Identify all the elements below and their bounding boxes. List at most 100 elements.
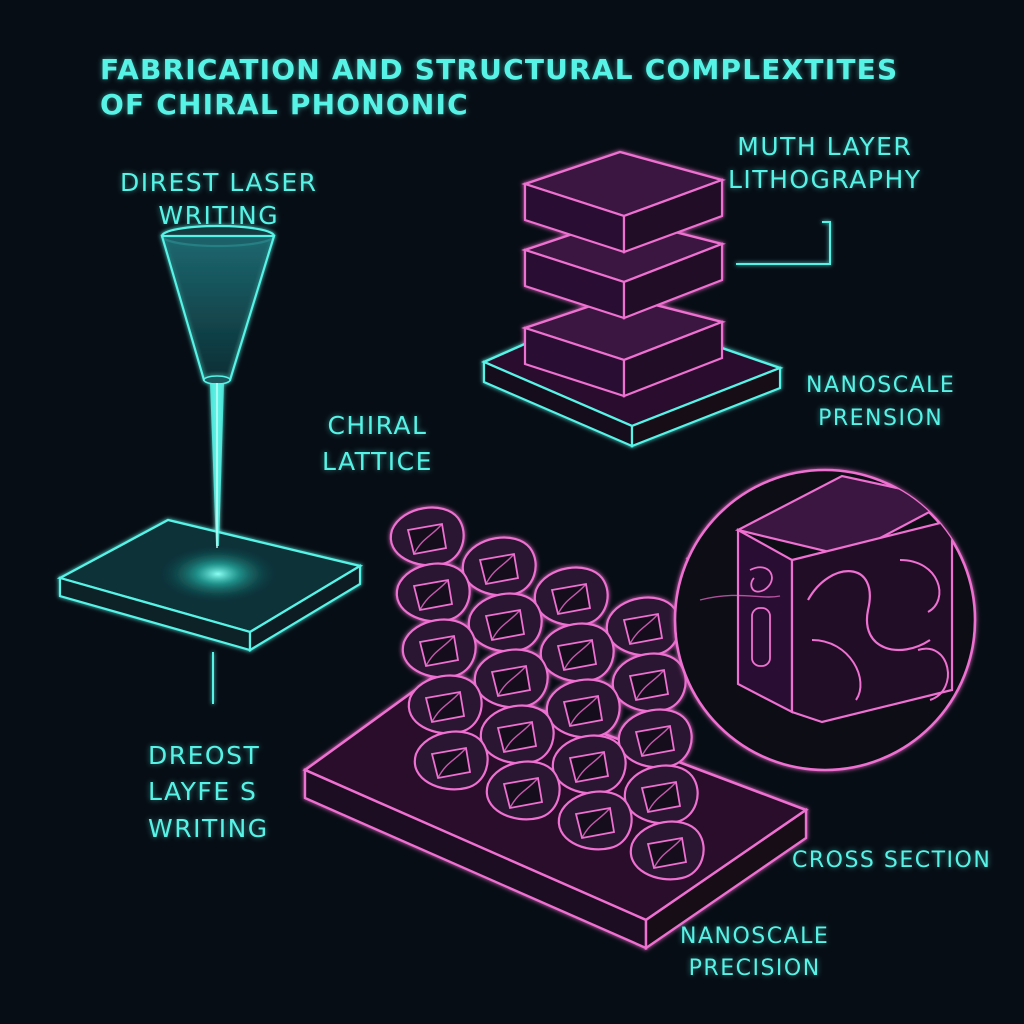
lattice-cell bbox=[551, 734, 627, 795]
lattice-cell bbox=[539, 622, 615, 683]
lattice-strand bbox=[509, 777, 539, 809]
lattice-window bbox=[646, 836, 688, 870]
lattice-window bbox=[484, 608, 526, 642]
label-multi-layer-lithography: MUTH LAYER LITHOGRAPHY bbox=[728, 130, 922, 197]
title-line-1: FABRICATION AND STRUCTURAL COMPLEXTITES bbox=[100, 53, 899, 86]
lattice-window bbox=[478, 552, 520, 586]
lattice-window bbox=[562, 694, 604, 728]
label-line: DIREST LASER bbox=[120, 168, 318, 197]
lattice-strand bbox=[629, 613, 659, 645]
lattice-cells bbox=[389, 506, 705, 881]
lattice-window bbox=[556, 638, 598, 672]
label-line: MUTH LAYER bbox=[737, 132, 913, 161]
label-line: LITHOGRAPHY bbox=[728, 165, 922, 195]
label-line: DREOST bbox=[148, 741, 261, 770]
lattice-cell bbox=[605, 596, 681, 657]
lattice-cell bbox=[617, 708, 693, 769]
lattice-strand bbox=[635, 669, 665, 701]
lattice-window bbox=[574, 806, 616, 840]
lattice-strand bbox=[503, 721, 533, 753]
lattice-cell bbox=[623, 764, 699, 825]
lattice-strand bbox=[581, 807, 611, 839]
leader-line-lithography bbox=[736, 221, 831, 265]
lattice-strand bbox=[419, 579, 449, 611]
label-cross-section: CROSS SECTION bbox=[792, 848, 992, 873]
lattice-strand bbox=[437, 747, 467, 779]
laser-cone bbox=[160, 234, 276, 382]
lattice-cell bbox=[545, 678, 621, 739]
lattice-cell bbox=[467, 592, 543, 653]
label-line: WRITING bbox=[158, 201, 280, 231]
lattice-strand bbox=[485, 553, 515, 585]
lattice-strand bbox=[647, 781, 677, 813]
lattice-strand bbox=[653, 837, 683, 869]
lattice-window bbox=[496, 720, 538, 754]
lattice-strand bbox=[563, 639, 593, 671]
lattice-strand bbox=[641, 725, 671, 757]
label-line: NANOSCALE bbox=[806, 373, 956, 398]
stack-layer-1-side bbox=[622, 178, 724, 254]
lattice-strand bbox=[569, 695, 599, 727]
lattice-base-side bbox=[644, 807, 808, 951]
lattice-strand bbox=[575, 751, 605, 783]
stack-layer-2-side bbox=[622, 242, 724, 320]
lattice-window bbox=[502, 776, 544, 810]
lattice-cell bbox=[461, 536, 537, 597]
label-line: NANOSCALE bbox=[680, 924, 830, 949]
label-chiral-lattice: CHIRAL LATTICE bbox=[322, 408, 433, 481]
label-line: WRITING bbox=[148, 813, 269, 843]
lattice-window bbox=[634, 724, 676, 758]
label-direct-laser-writing: DIREST LASER WRITING bbox=[120, 166, 318, 233]
lattice-window bbox=[628, 668, 670, 702]
lattice-strand bbox=[425, 635, 455, 667]
lattice-cell bbox=[479, 704, 555, 765]
lattice-cell bbox=[533, 566, 609, 627]
cross-section-side bbox=[790, 518, 954, 724]
lattice-strand bbox=[491, 609, 521, 641]
cross-section-front bbox=[736, 528, 794, 714]
lattice-cell bbox=[407, 674, 483, 735]
lattice-cell bbox=[611, 652, 687, 713]
stack-base-side bbox=[630, 366, 782, 448]
lattice-cell bbox=[413, 730, 489, 791]
lattice-window bbox=[412, 578, 454, 612]
lattice-window bbox=[550, 582, 592, 616]
lattice-cell bbox=[395, 562, 471, 623]
chiral-lattice-illustration bbox=[302, 506, 809, 951]
label-line: CHIRAL bbox=[327, 411, 428, 440]
lattice-window bbox=[430, 746, 472, 780]
lattice-strand bbox=[413, 523, 443, 555]
label-line: LAYFE S bbox=[148, 777, 258, 807]
lattice-strand bbox=[497, 665, 527, 697]
lattice-strand bbox=[431, 691, 461, 723]
lattice-cell bbox=[629, 820, 705, 881]
lattice-cell bbox=[557, 790, 633, 851]
lattice-strand bbox=[557, 583, 587, 615]
lattice-window bbox=[568, 750, 610, 784]
laser-focus-spot bbox=[156, 544, 280, 604]
label-line: LATTICE bbox=[322, 447, 433, 477]
lattice-cell bbox=[485, 760, 561, 821]
lattice-window bbox=[490, 664, 532, 698]
label-line: PRENSION bbox=[818, 406, 944, 431]
cross-section-magnifier bbox=[673, 468, 977, 772]
lattice-window bbox=[640, 780, 682, 814]
direct-laser-writing-illustration bbox=[56, 224, 364, 704]
lattice-cell bbox=[473, 648, 549, 709]
lattice-window bbox=[418, 634, 460, 668]
title-line-2: OF CHIRAL PHONONIC bbox=[100, 88, 469, 121]
diagram-title: FABRICATION AND STRUCTURAL COMPLEXTITES … bbox=[100, 52, 898, 122]
label-nanoscale-precision-bottom: NANOSCALE PRECISION bbox=[680, 921, 829, 985]
lattice-window bbox=[406, 522, 448, 556]
label-nanoscale-precision-top: NANOSCALE PRENSION bbox=[806, 369, 955, 435]
laser-substrate-side bbox=[248, 564, 362, 652]
label-line: PRECISION bbox=[688, 955, 821, 981]
lattice-window bbox=[424, 690, 466, 724]
stack-layer-3-side bbox=[622, 320, 724, 398]
multi-layer-stack bbox=[481, 150, 784, 448]
lattice-cell bbox=[389, 506, 465, 567]
lattice-window bbox=[622, 612, 664, 646]
lattice-cell bbox=[401, 618, 477, 679]
label-dreost-layfes-writing: DREOST LAYFE S WRITING bbox=[148, 738, 269, 847]
